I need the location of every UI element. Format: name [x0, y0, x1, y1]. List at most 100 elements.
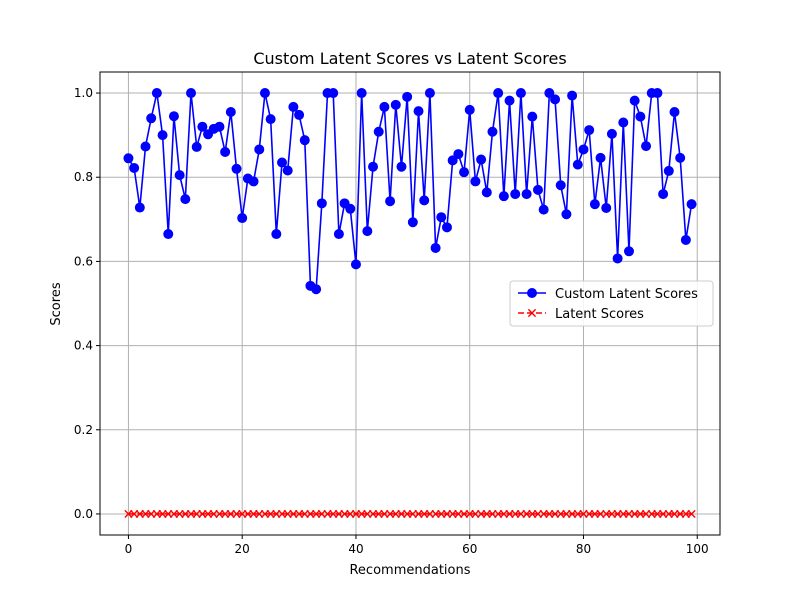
- x-tick-label: 0: [125, 542, 133, 556]
- x-axis-label: Recommendations: [349, 563, 470, 578]
- data-point: [390, 99, 401, 110]
- data-point: [498, 191, 509, 202]
- legend-marker: [527, 308, 537, 318]
- data-point: [419, 195, 430, 206]
- data-point: [288, 101, 299, 112]
- data-point: [129, 162, 140, 173]
- data-point: [481, 187, 492, 198]
- data-point: [453, 149, 464, 160]
- data-point: [652, 88, 663, 99]
- data-point: [168, 111, 179, 122]
- data-point: [316, 198, 327, 209]
- data-point: [231, 163, 242, 174]
- data-point: [527, 111, 538, 122]
- data-point: [248, 176, 259, 187]
- data-point: [675, 152, 686, 163]
- series-line-custom-latent-scores: [127, 91, 693, 291]
- plot-area-frame: [99, 71, 721, 536]
- data-point: [271, 229, 282, 240]
- data-point: [680, 234, 691, 245]
- data-point: [385, 196, 396, 207]
- legend-box: [509, 280, 714, 327]
- data-point: [618, 117, 629, 128]
- y-tick-label: 0.2: [74, 423, 93, 437]
- data-point: [493, 88, 504, 99]
- data-point: [538, 204, 549, 215]
- data-point: [237, 213, 248, 224]
- data-point: [379, 101, 390, 112]
- data-point: [464, 104, 475, 115]
- y-tick-label: 0.6: [74, 254, 93, 268]
- data-point: [515, 88, 526, 99]
- data-point: [532, 184, 543, 195]
- data-point: [669, 106, 680, 117]
- data-point: [436, 212, 447, 223]
- x-tick-label: 20: [235, 542, 250, 556]
- data-point: [362, 226, 373, 237]
- data-point: [146, 113, 157, 124]
- data-point: [225, 106, 236, 117]
- legend-label: Latent Scores: [555, 307, 644, 322]
- data-point: [282, 165, 293, 176]
- data-point: [214, 121, 225, 132]
- data-point: [333, 229, 344, 240]
- data-point: [328, 88, 339, 99]
- data-point: [157, 130, 168, 141]
- data-point: [663, 165, 674, 176]
- data-point: [424, 88, 435, 99]
- data-point: [186, 88, 197, 99]
- data-point: [356, 88, 367, 99]
- data-point: [641, 141, 652, 152]
- data-point: [254, 144, 265, 155]
- legend-entry: Latent Scores: [518, 307, 644, 322]
- data-point: [396, 161, 407, 172]
- data-point: [550, 94, 561, 105]
- data-point: [470, 176, 481, 187]
- ticks: 0 20 40 60 80 100 0.0 0.2 0.4 0.6 0.8 1.0: [74, 86, 709, 556]
- data-point: [163, 229, 174, 240]
- y-tick-label: 0.4: [74, 339, 93, 353]
- data-point: [220, 146, 231, 157]
- series-layer: [123, 88, 697, 519]
- data-point: [476, 154, 487, 165]
- legend-marker: [527, 288, 537, 298]
- data-point: [595, 152, 606, 163]
- data-point: [504, 95, 515, 106]
- data-point: [584, 125, 595, 136]
- data-point: [578, 144, 589, 155]
- data-point: [658, 189, 669, 200]
- data-point: [606, 128, 617, 139]
- x-tick-label: 60: [462, 542, 477, 556]
- data-point: [441, 222, 452, 233]
- data-point: [623, 246, 634, 257]
- data-point: [430, 242, 441, 253]
- legend-entry: Custom Latent Scores: [518, 287, 698, 302]
- data-point: [151, 88, 162, 99]
- data-point: [589, 199, 600, 210]
- data-point: [629, 95, 640, 106]
- data-point: [140, 141, 151, 152]
- data-point: [265, 114, 276, 125]
- data-point: [544, 88, 555, 99]
- y-tick-label: 0.8: [74, 170, 93, 184]
- data-point: [447, 155, 458, 166]
- data-point: [259, 88, 270, 99]
- legend: Custom Latent Scores Latent Scores: [509, 280, 714, 327]
- data-point: [134, 202, 145, 213]
- data-point: [686, 199, 697, 210]
- data-point: [612, 253, 623, 264]
- data-point: [373, 126, 384, 137]
- data-point: [180, 194, 191, 205]
- data-point: [402, 91, 413, 102]
- data-point: [277, 157, 288, 168]
- data-point: [191, 141, 202, 152]
- data-point: [413, 106, 424, 117]
- data-point: [350, 259, 361, 270]
- data-point: [561, 209, 572, 220]
- y-tick-label: 0.0: [74, 507, 93, 521]
- data-point: [294, 109, 305, 120]
- data-point: [345, 203, 356, 214]
- data-point: [368, 161, 379, 172]
- x-tick-label: 80: [576, 542, 591, 556]
